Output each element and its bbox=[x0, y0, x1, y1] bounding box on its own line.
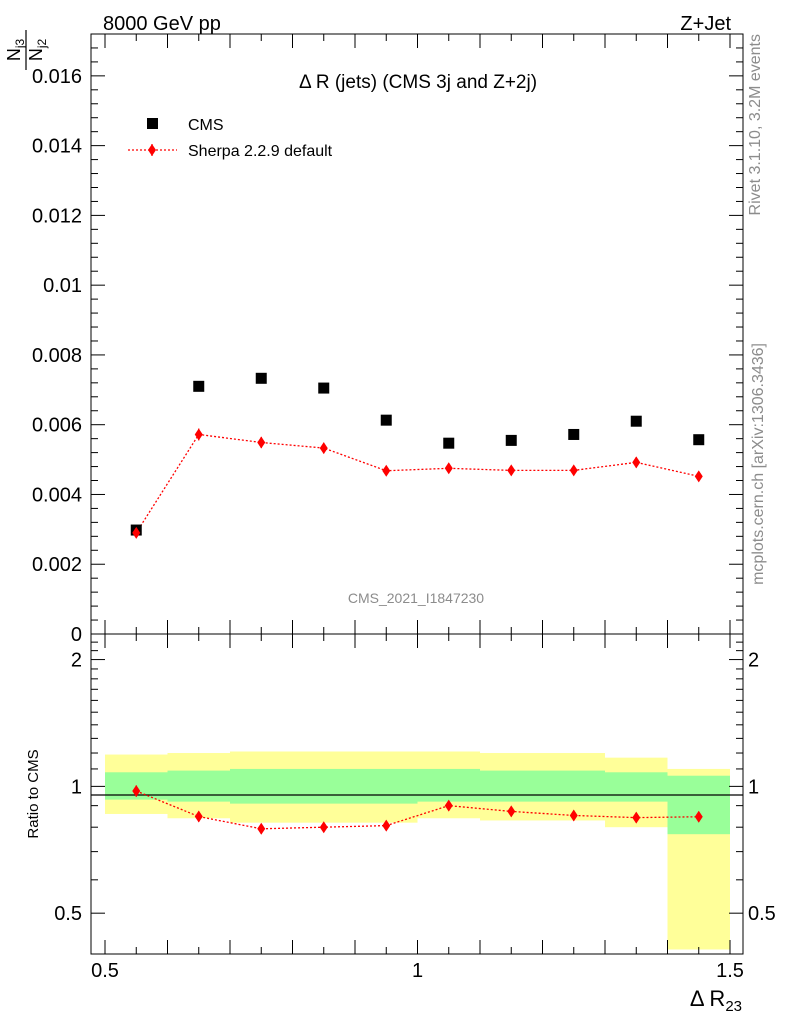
ratio-mc-point bbox=[382, 819, 391, 832]
main-ytick-label: 0 bbox=[71, 624, 82, 646]
ratio-mc-line bbox=[136, 790, 699, 830]
cms-point bbox=[318, 382, 330, 394]
cms-point bbox=[193, 380, 205, 392]
ratio-mc-point bbox=[507, 805, 516, 818]
ratio-xlabel: Δ R23 bbox=[690, 986, 742, 1015]
ratio-band-inner bbox=[355, 768, 418, 804]
ratio-ytick-label-left: 2 bbox=[71, 650, 82, 672]
mc-point bbox=[382, 464, 391, 477]
main-y-axis-ticks: 0 0.002 0.004 0.006 0.008 0.01 0.012 0.014 0.016 bbox=[32, 33, 743, 646]
mc-line bbox=[135, 433, 699, 534]
ratio-uncertainty-bands bbox=[105, 751, 730, 950]
ratio-xtick-label: 1 bbox=[412, 960, 423, 982]
header-left-label: 8000 GeV pp bbox=[103, 13, 221, 35]
ratio-mc-point bbox=[569, 809, 578, 822]
mc-point bbox=[507, 464, 516, 477]
cms-point bbox=[380, 414, 392, 426]
cms-point bbox=[443, 437, 455, 449]
ratio-mc-point bbox=[694, 810, 703, 823]
cms-point bbox=[505, 434, 517, 446]
ratio-mc-point bbox=[319, 821, 328, 834]
cms-point bbox=[568, 428, 580, 440]
ylabel-num-sub: j3 bbox=[13, 39, 27, 50]
mc-point bbox=[132, 526, 141, 539]
cms-point bbox=[693, 434, 705, 446]
legend-cms-marker bbox=[147, 118, 158, 129]
ratio-band-inner bbox=[667, 775, 730, 835]
main-ytick-label: 0.016 bbox=[32, 66, 82, 88]
main-data-marks bbox=[130, 372, 705, 539]
main-ytick-label: 0.004 bbox=[32, 484, 82, 506]
ratio-ylabel: Ratio to CMS bbox=[25, 749, 42, 838]
ratio-mc-point bbox=[194, 810, 203, 823]
ratio-band-inner bbox=[167, 770, 230, 802]
ratio-mc-point bbox=[632, 811, 641, 824]
main-ytick-label: 0.014 bbox=[32, 136, 82, 158]
legend: CMS Sherpa 2.2.9 default bbox=[128, 117, 333, 160]
rivet-label: Rivet 3.1.10, 3.2M events bbox=[747, 34, 764, 215]
mc-point bbox=[319, 442, 328, 455]
ratio-ytick-label-right: 0.5 bbox=[748, 903, 776, 925]
ratio-ytick-label-left: 1 bbox=[71, 776, 82, 798]
ratio-band-inner bbox=[230, 768, 293, 804]
svg-text:Nj3: Nj3 bbox=[4, 39, 27, 62]
mc-point bbox=[257, 436, 266, 449]
main-ytick-label: 0.008 bbox=[32, 345, 82, 367]
mc-point bbox=[569, 464, 578, 477]
ylabel-num-main: N bbox=[4, 48, 24, 61]
ratio-band-inner bbox=[292, 768, 355, 804]
ratio-mc-point bbox=[132, 785, 141, 798]
cms-point bbox=[255, 372, 267, 384]
legend-cms-label: CMS bbox=[188, 117, 224, 134]
ylabel-den-sub: j2 bbox=[35, 39, 49, 50]
ratio-axis-ticks: 0.5 0.5 1 1 2 2 0.5 1 1.5 bbox=[54, 634, 776, 982]
ratio-mc-point bbox=[444, 799, 453, 812]
main-title: Δ R (jets) (CMS 3j and Z+2j) bbox=[299, 72, 537, 93]
ratio-mc-point bbox=[257, 822, 266, 835]
header-right-label: Z+Jet bbox=[680, 13, 731, 35]
ratio-ytick-label-left: 0.5 bbox=[54, 903, 82, 925]
main-ytick-label: 0.002 bbox=[32, 554, 82, 576]
ratio-xtick-label: 1.5 bbox=[716, 960, 744, 982]
ratio-band-inner bbox=[605, 772, 668, 802]
ratio-xtick-label: 0.5 bbox=[91, 960, 119, 982]
watermark: CMS_2021_I1847230 bbox=[348, 590, 484, 606]
ylabel-den-main: N bbox=[26, 48, 46, 61]
main-ytick-label: 0.012 bbox=[32, 205, 82, 227]
ratio-band-inner bbox=[417, 768, 480, 802]
svg-text:Nj2: Nj2 bbox=[26, 39, 49, 62]
legend-mc-marker bbox=[148, 144, 156, 156]
main-ytick-label: 0.01 bbox=[43, 275, 82, 297]
ratio-band-inner bbox=[480, 770, 543, 802]
legend-mc-label: Sherpa 2.2.9 default bbox=[188, 143, 333, 160]
ratio-plot-frame bbox=[90, 633, 744, 955]
mc-point bbox=[694, 470, 703, 483]
xlabel-sub: 23 bbox=[725, 998, 742, 1015]
main-ytick-label: 0.006 bbox=[32, 415, 82, 437]
ratio-ytick-label-right: 1 bbox=[748, 776, 759, 798]
mcplots-label: mcplots.cern.ch [arXiv:1306.3436] bbox=[750, 343, 767, 585]
mc-point bbox=[632, 456, 641, 469]
ratio-data-marks bbox=[132, 785, 703, 835]
main-ylabel: Nj3 Nj2 bbox=[4, 30, 49, 70]
cms-point bbox=[630, 415, 642, 427]
xlabel-main: Δ R bbox=[690, 986, 725, 1011]
mc-point bbox=[194, 428, 203, 441]
ratio-band-inner bbox=[542, 770, 605, 802]
ratio-ytick-label-right: 2 bbox=[748, 650, 759, 672]
mc-point bbox=[444, 462, 453, 475]
